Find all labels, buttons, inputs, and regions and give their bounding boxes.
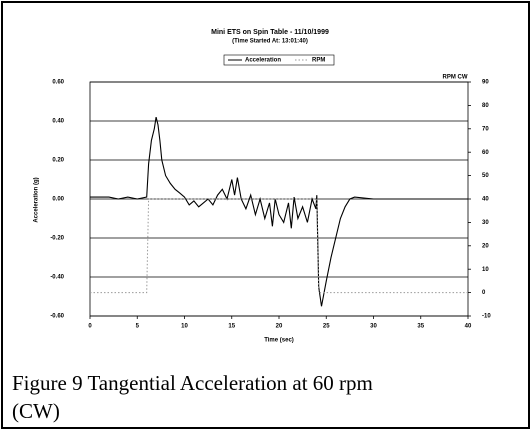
y2-tick-label: 90 bbox=[482, 80, 489, 86]
x-tick-label: 40 bbox=[465, 324, 472, 330]
chart-title: Mini ETS on Spin Table - 11/10/1999 bbox=[211, 29, 329, 36]
legend-box bbox=[223, 54, 335, 66]
x-tick-label: 25 bbox=[323, 324, 330, 330]
chart-subtitle: (Time Started At: 13:01:40) bbox=[232, 39, 308, 45]
y2-tick-label: -10 bbox=[482, 314, 491, 320]
x-axis-label: Time (sec) bbox=[264, 338, 294, 344]
x-tick-label: 35 bbox=[417, 324, 424, 330]
y-tick-label: 0.60 bbox=[52, 80, 64, 86]
x-tick-label: 10 bbox=[181, 324, 188, 330]
y2-tick-label: 20 bbox=[482, 243, 489, 249]
y-tick-label: 0.20 bbox=[52, 158, 64, 164]
x-tick-label: 15 bbox=[228, 324, 235, 330]
legend-label: RPM bbox=[312, 58, 325, 64]
y2-tick-label: 30 bbox=[482, 220, 489, 226]
x-tick-label: 30 bbox=[370, 324, 377, 330]
x-tick-label: 5 bbox=[136, 324, 140, 330]
y-tick-label: -0.20 bbox=[50, 236, 64, 242]
y2-tick-label: 60 bbox=[482, 150, 489, 156]
y2-tick-label: 80 bbox=[482, 103, 489, 109]
y2-tick-label: 10 bbox=[482, 267, 489, 273]
y-tick-label: 0.40 bbox=[52, 119, 64, 125]
y2-tick-label: 40 bbox=[482, 197, 489, 203]
x-tick-label: 20 bbox=[276, 324, 283, 330]
caption: Figure 9 Tangential Acceleration at 60 r… bbox=[12, 371, 373, 395]
y2-tick-label: 0 bbox=[482, 290, 486, 296]
y-tick-label: -0.40 bbox=[50, 275, 64, 281]
y2-axis-label: RPM CW bbox=[443, 75, 468, 81]
legend-label: Acceleration bbox=[245, 58, 281, 64]
y-tick-label: -0.60 bbox=[50, 314, 64, 320]
y-axis-label: Acceleration (g) bbox=[34, 177, 40, 222]
y-tick-label: 0.00 bbox=[52, 197, 64, 203]
y2-tick-label: 50 bbox=[482, 173, 489, 179]
caption: (CW) bbox=[12, 399, 60, 423]
y2-tick-label: 70 bbox=[482, 126, 489, 132]
x-tick-label: 0 bbox=[88, 324, 92, 330]
